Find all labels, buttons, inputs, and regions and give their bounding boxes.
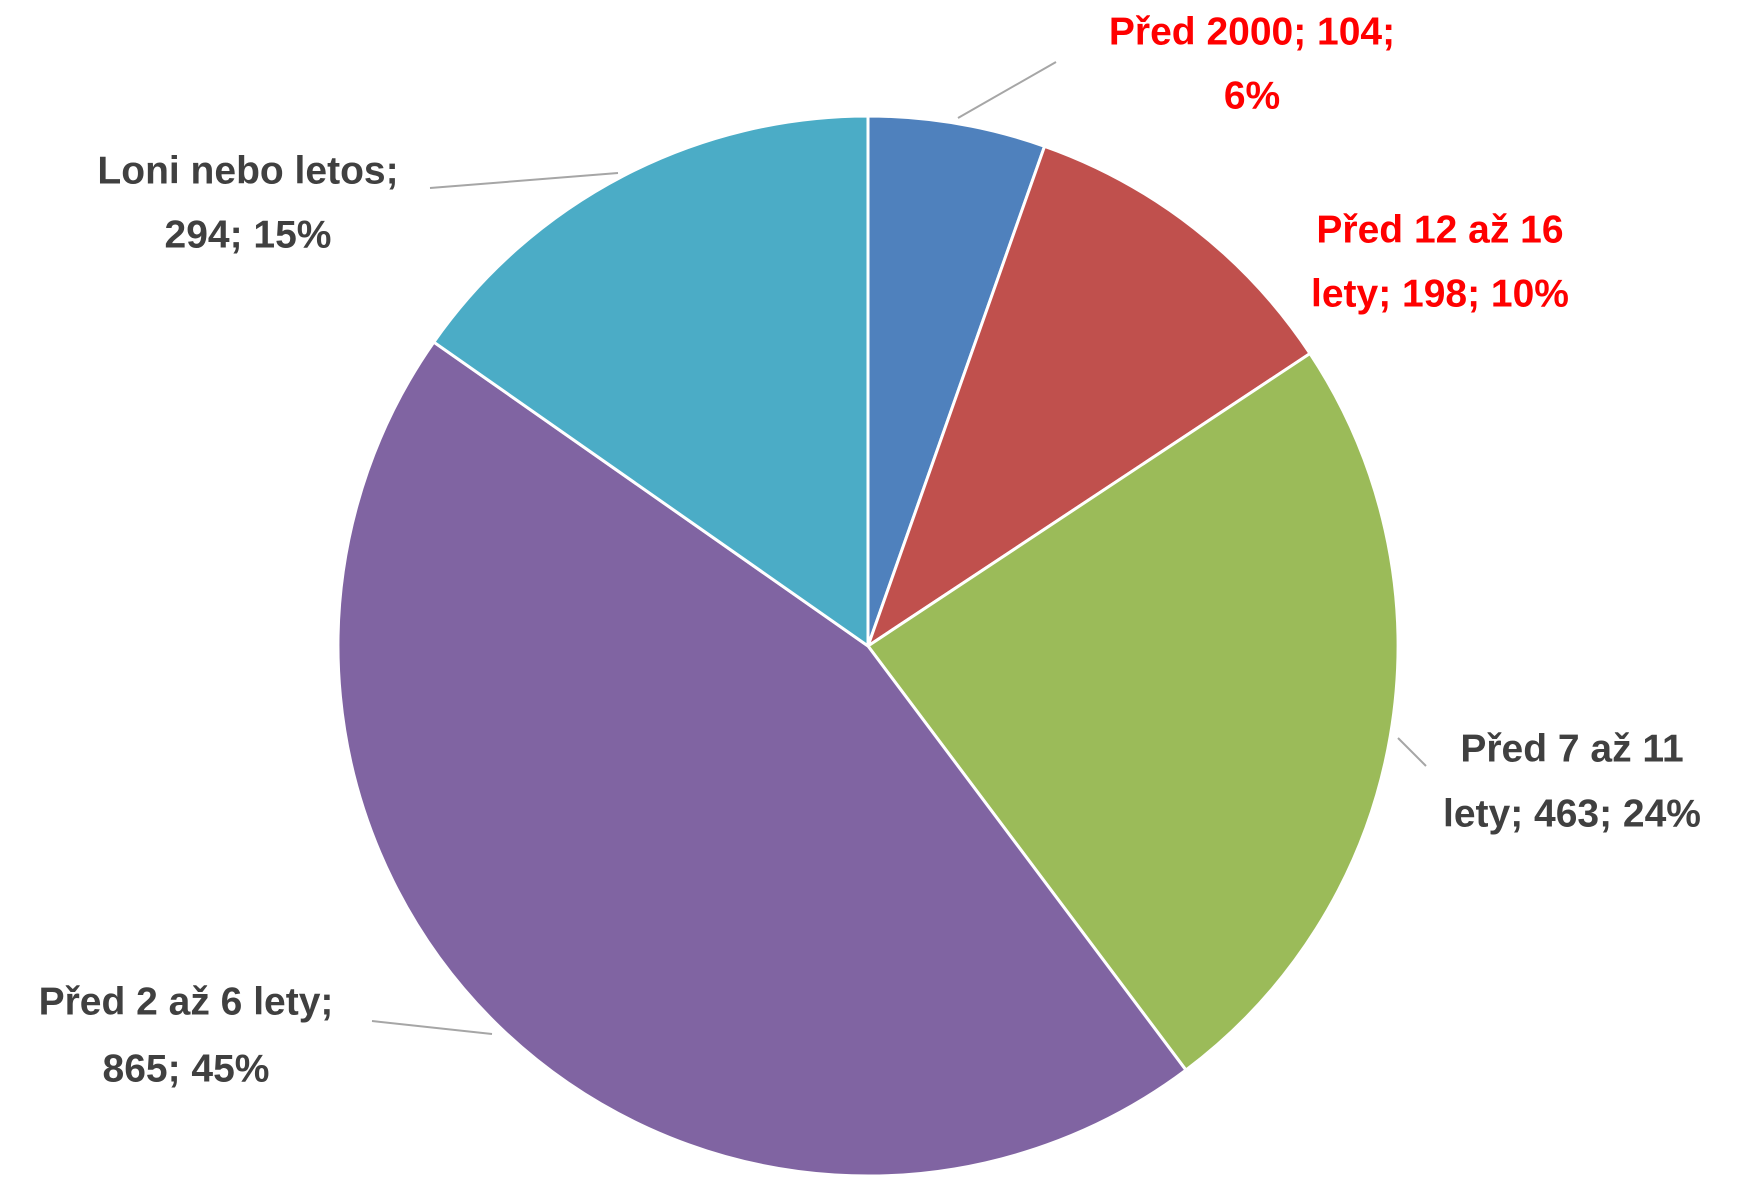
pie-slice	[336, 339, 1189, 1177]
data-label: Před 2 až 6 lety;	[39, 980, 334, 1023]
data-label: lety; 463; 24%	[1443, 792, 1701, 835]
data-label: 294; 15%	[165, 213, 332, 256]
data-label: lety; 198; 10%	[1311, 272, 1569, 315]
pie-slice	[865, 144, 1313, 650]
data-label: 6%	[1224, 74, 1280, 117]
data-label: 865; 45%	[103, 1047, 270, 1090]
pie-slice	[431, 114, 870, 649]
leader-line	[1397, 737, 1427, 767]
pie-slice	[865, 351, 1400, 1073]
leader-line	[371, 1020, 493, 1035]
pie-slice	[866, 114, 1047, 647]
leader-line	[957, 61, 1057, 119]
data-label: Před 12 až 16	[1316, 208, 1563, 251]
data-label: Před 7 až 11	[1460, 727, 1683, 770]
data-label: Před 2000; 104;	[1109, 10, 1395, 53]
leader-line	[429, 172, 619, 189]
data-label: Loni nebo letos;	[97, 149, 398, 192]
